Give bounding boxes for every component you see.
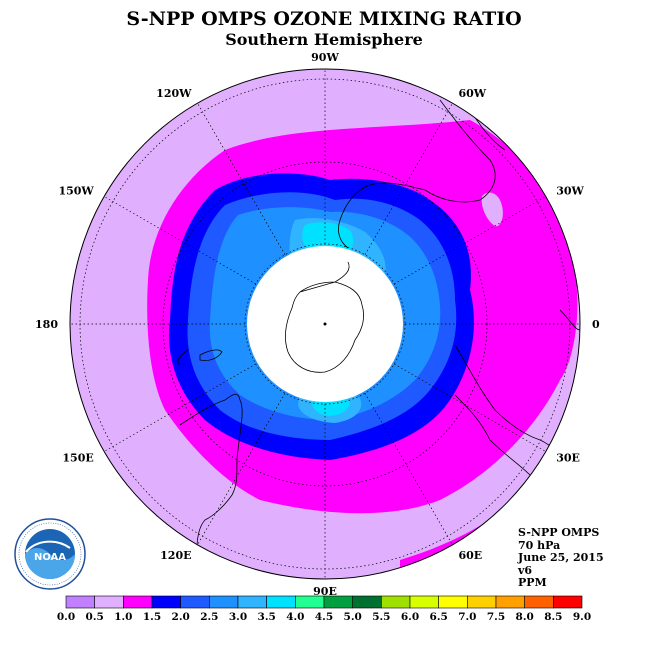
longitude-label: 30E — [556, 452, 580, 465]
colorbar-swatch — [123, 595, 153, 609]
colorbar-label: 8.0 — [516, 611, 534, 623]
meridian-line — [103, 363, 256, 452]
map-border — [69, 68, 581, 580]
longitude-label: 150E — [62, 452, 93, 465]
colorbar-label: 3.5 — [258, 611, 276, 623]
noaa-logo-text: NOAA — [34, 552, 66, 563]
colorbar-label: 8.5 — [544, 611, 562, 623]
colorbar-swatch — [151, 595, 181, 609]
south-pole-marker — [323, 322, 327, 326]
colorbar-label: 9.0 — [573, 611, 591, 623]
colorbar-swatch — [381, 595, 411, 609]
meridian-line — [197, 102, 286, 255]
colorbar-label: 7.0 — [458, 611, 476, 623]
colorbar-swatch — [438, 595, 468, 609]
longitude-label: 60W — [459, 87, 487, 100]
colorbar-swatch — [209, 595, 239, 609]
meridian-line — [394, 196, 547, 285]
longitude-label: 0 — [592, 318, 600, 331]
info-block: S-NPP OMPS 70 hPa June 25, 2015 v6 PPM — [518, 526, 604, 590]
colorbar-label: 1.0 — [114, 611, 132, 623]
info-version: v6 — [518, 563, 533, 577]
info-units: PPM — [518, 576, 547, 589]
colorbar-label: 6.5 — [430, 611, 448, 623]
longitude-label: 90E — [313, 585, 337, 598]
colorbar: 0.0 0.5 1.0 1.5 2.0 2.5 3.0 3.5 4.0 4.5 5.0 5.5 6.0 6… — [57, 595, 591, 623]
colorbar-swatch — [553, 595, 583, 609]
meridian-line — [394, 363, 547, 452]
info-level: 70 hPa — [518, 538, 561, 552]
colorbar-swatch — [65, 595, 95, 609]
info-instrument: S-NPP OMPS — [518, 526, 600, 539]
meridian-line — [364, 102, 453, 255]
colorbar-swatch — [180, 595, 210, 609]
longitude-label: 120E — [160, 549, 191, 562]
colorbar-label: 2.0 — [172, 611, 190, 623]
colorbar-swatch — [295, 595, 325, 609]
map-title: S-NPP OMPS OZONE MIXING RATIO — [126, 8, 522, 30]
colorbar-swatch — [409, 595, 439, 609]
colorbar-label: 1.5 — [143, 611, 161, 623]
longitude-label: 90W — [311, 51, 339, 64]
colorbar-swatch — [467, 595, 497, 609]
antarctica-coastline — [285, 261, 364, 373]
info-date: June 25, 2015 — [518, 551, 604, 564]
colorbar-swatch — [524, 595, 554, 609]
colorbar-swatch — [94, 595, 124, 609]
colorbar-label: 3.0 — [229, 611, 247, 623]
longitude-labels: 90W 60W 30W 0 30E 60E 90E 120E 150E 180 150W 120W — [35, 51, 600, 598]
colorbar-swatch — [323, 595, 353, 609]
noaa-logo: NOAA — [14, 518, 86, 590]
meridian-line — [197, 393, 286, 546]
southern-indian-ocean-coast — [454, 394, 531, 476]
colorbar-label: 4.0 — [286, 611, 304, 623]
longitude-label: 180 — [35, 318, 58, 331]
south-america-coastline — [338, 99, 496, 249]
colorbar-label: 4.5 — [315, 611, 333, 623]
colorbar-label: 2.5 — [200, 611, 218, 623]
meridian-line — [103, 196, 256, 285]
colorbar-label: 0.0 — [57, 611, 75, 623]
colorbar-swatch — [266, 595, 296, 609]
longitude-label: 150W — [58, 185, 94, 198]
colorbar-label: 0.5 — [86, 611, 104, 623]
longitude-label: 30W — [556, 185, 584, 198]
map-subtitle: Southern Hemisphere — [225, 30, 423, 49]
longitude-label: 120W — [156, 87, 192, 100]
colorbar-swatch — [237, 595, 267, 609]
ozone-band-3.5-4.0 — [302, 222, 354, 255]
colorbar-swatch — [352, 595, 382, 609]
colorbar-label: 7.5 — [487, 611, 505, 623]
colorbar-label: 6.0 — [401, 611, 419, 623]
ozone-patch-0.5-1.0-atlantic — [481, 192, 503, 227]
new-zealand-coastline — [177, 349, 223, 366]
meridian-line — [364, 393, 453, 546]
colorbar-label: 5.5 — [372, 611, 390, 623]
colorbar-swatch — [495, 595, 525, 609]
colorbar-label: 5.0 — [344, 611, 362, 623]
longitude-label: 60E — [459, 549, 483, 562]
graticule — [70, 69, 580, 579]
